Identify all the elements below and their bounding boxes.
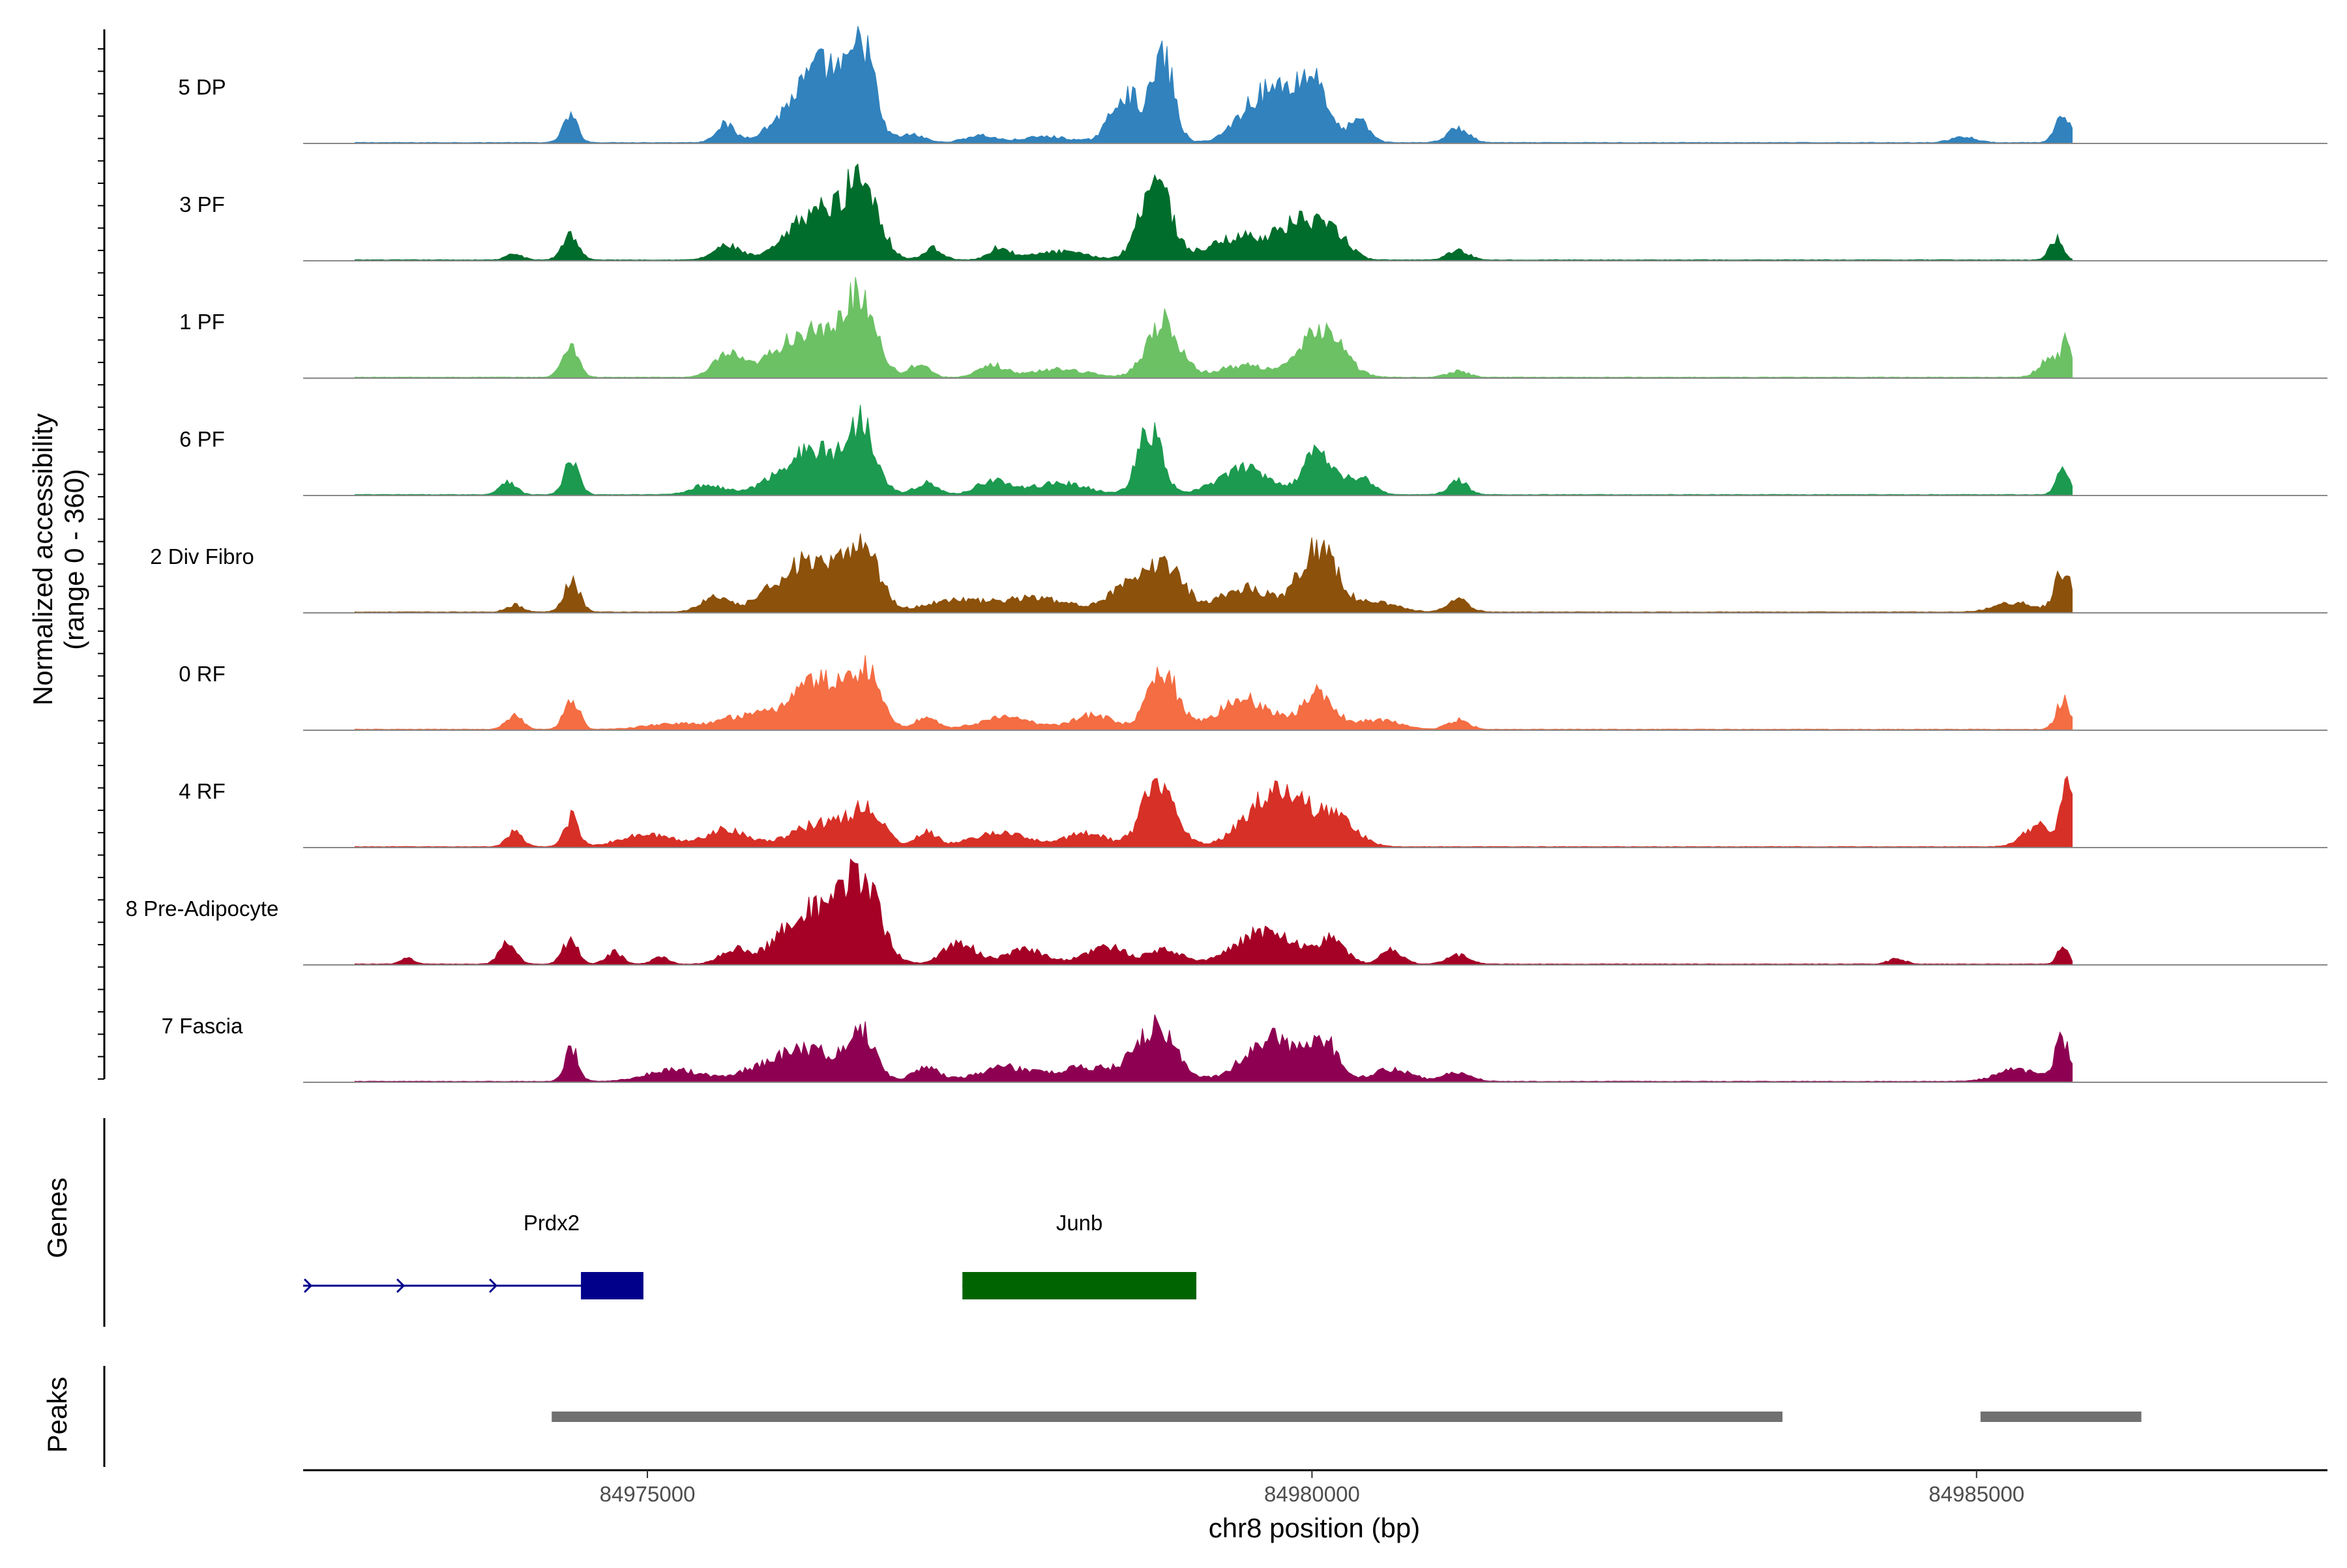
genes-track: Prdx2 Junb: [303, 1211, 1197, 1299]
track-area-8: [355, 1014, 2073, 1083]
y-axis-range-label: (range 0 - 360): [59, 469, 89, 650]
track-label-5: 0 RF: [179, 662, 226, 686]
track-label-8: 7 Fascia: [162, 1014, 243, 1038]
x-tick-label-0: 84975000: [600, 1482, 696, 1506]
peaks-track: [552, 1412, 2142, 1422]
x-tick-label-1: 84980000: [1264, 1482, 1360, 1506]
track-area-2: [355, 276, 2073, 379]
track-area-7: [355, 858, 2073, 966]
track-label-4: 2 Div Fibro: [150, 544, 254, 569]
x-axis: 84975000 84980000 84985000: [303, 1469, 2327, 1506]
track-area-1: [355, 163, 2073, 261]
left-axis: [98, 29, 106, 1467]
x-axis-title: chr8 position (bp): [1209, 1513, 1421, 1543]
track-area-4: [355, 533, 2073, 614]
track-label-1: 3 PF: [179, 192, 225, 216]
x-tick-label-2: 84985000: [1928, 1482, 2024, 1506]
track-label-0: 5 DP: [178, 75, 226, 99]
track-label-2: 1 PF: [179, 310, 225, 334]
gene-strand-arrow-0-2: [489, 1278, 498, 1294]
gene-label-1: Junb: [1056, 1211, 1103, 1235]
track-area-6: [355, 775, 2073, 848]
gene-exon-0: [581, 1272, 643, 1299]
accessibility-tracks: [303, 25, 2327, 1083]
gene-label-0: Prdx2: [524, 1211, 580, 1235]
genes-panel-label: Genes: [42, 1177, 72, 1258]
track-area-3: [355, 404, 2073, 496]
gene-strand-arrow-0-1: [396, 1278, 406, 1294]
peaks-panel-label: Peaks: [42, 1377, 72, 1453]
peak-bar-1: [1980, 1412, 2142, 1422]
gene-exon-1: [962, 1272, 1197, 1299]
track-area-0: [355, 25, 2073, 144]
track-labels: 5 DP 3 PF 1 PF 6 PF 2 Div Fibro 0 RF 4 RF 8 Pre…: [126, 75, 279, 1038]
track-label-7: 8 Pre-Adipocyte: [126, 896, 279, 921]
track-label-3: 6 PF: [179, 427, 225, 451]
gene-strand-arrow-0-0: [303, 1278, 313, 1294]
track-label-6: 4 RF: [179, 779, 226, 803]
y-axis-title: Normalized accessibility: [27, 413, 58, 705]
peak-bar-0: [552, 1412, 1783, 1422]
track-area-5: [355, 655, 2073, 731]
